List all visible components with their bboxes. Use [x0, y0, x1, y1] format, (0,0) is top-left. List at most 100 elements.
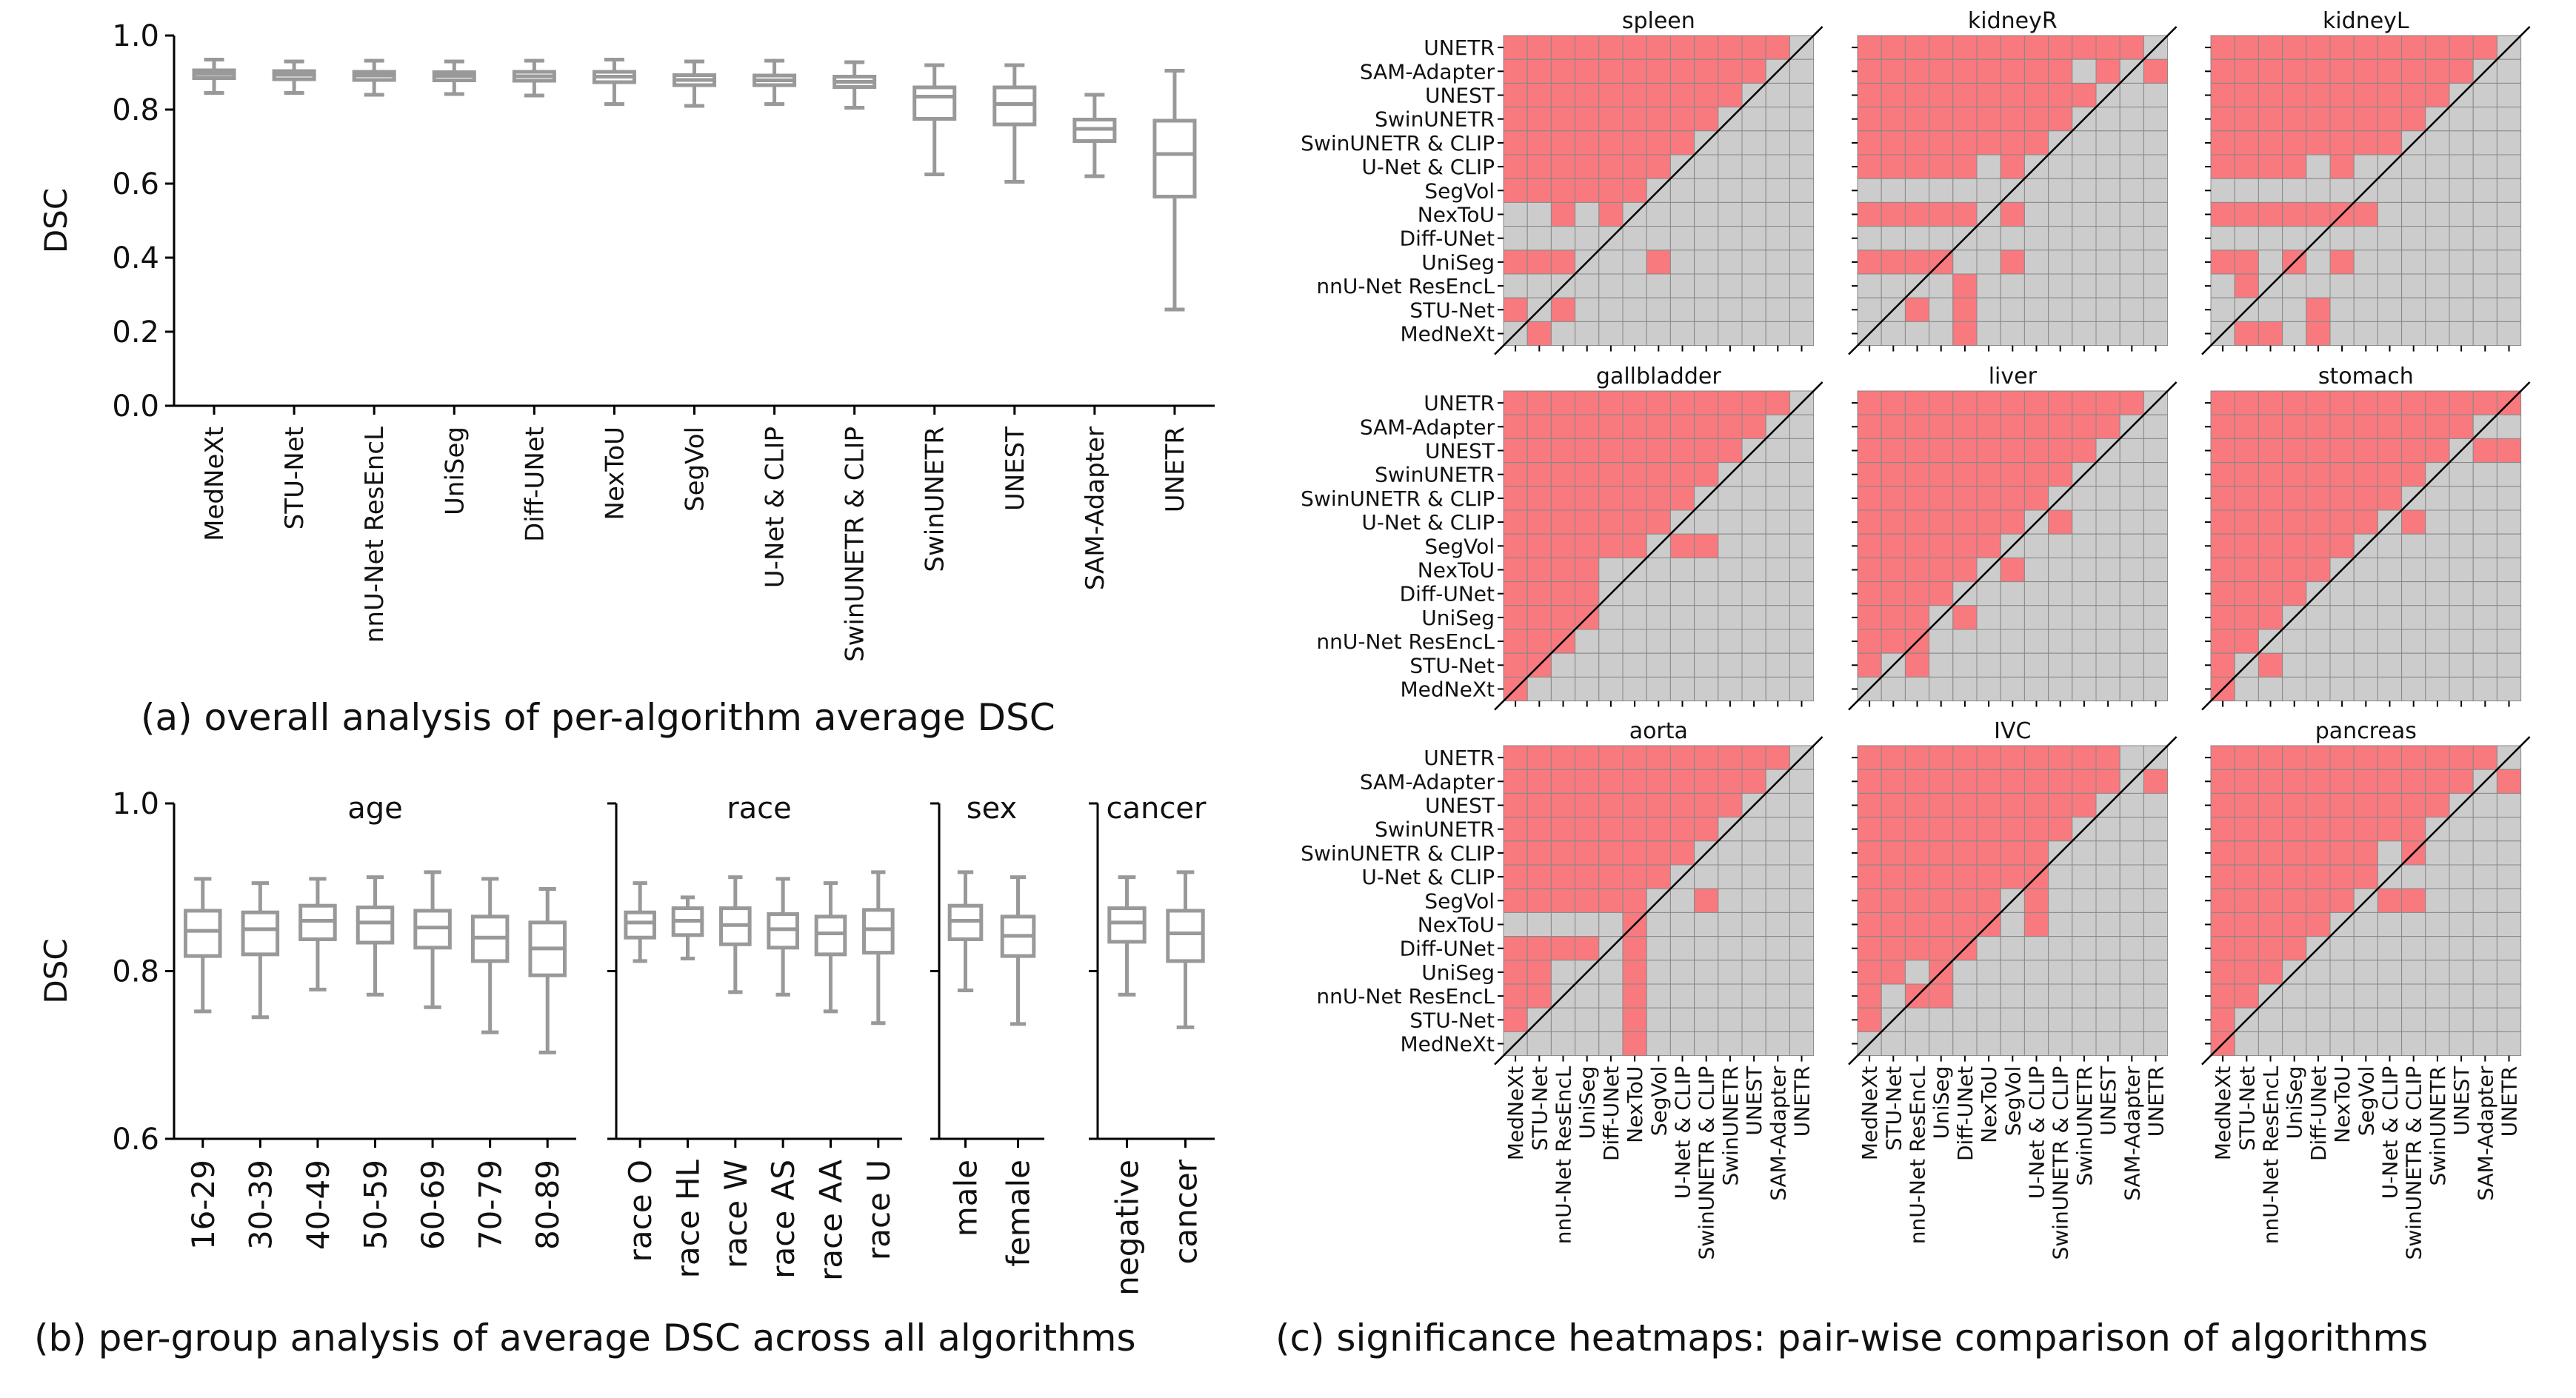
heatmap-cell: [2496, 936, 2522, 961]
heatmap-cell: [1694, 983, 1719, 1009]
heatmap-cell: [1669, 533, 1695, 558]
heatmap-liver: liver: [1848, 364, 2178, 711]
heatmap-cell: [1575, 462, 1600, 487]
heatmap-cell: [2023, 629, 2049, 654]
heatmap-cell: [1976, 321, 2001, 347]
row-label: SwinUNETR: [1375, 463, 1495, 487]
heatmap-cell: [1503, 769, 1528, 794]
heatmap-cell: [1550, 745, 1576, 770]
heatmap-cell: [1741, 509, 1766, 535]
heatmap-cell: [2048, 321, 2073, 347]
heatmap-cell: [1669, 629, 1695, 654]
heatmap-cell: [2353, 35, 2378, 60]
heatmap-cell: [1669, 581, 1695, 606]
heatmap-cell: [2143, 273, 2169, 298]
heatmap-cell: [2329, 390, 2355, 415]
heatmap-cell: [2401, 745, 2426, 770]
heatmap-cell: [2095, 509, 2120, 535]
heatmap-cell: [1694, 792, 1719, 818]
heatmap-cell: [2472, 652, 2497, 678]
heatmap-cell: [2425, 130, 2450, 155]
heatmap-cell: [2425, 1007, 2450, 1032]
heatmap-cell: [2210, 581, 2235, 606]
heatmap-cell: [1929, 652, 1954, 678]
heatmap-cell: [2095, 936, 2120, 961]
heatmap-cell: [2306, 130, 2331, 155]
group-title: sex: [967, 792, 1017, 826]
heatmap-cell: [1929, 297, 1954, 322]
heatmap-cell: [2023, 82, 2049, 108]
heatmap-cell: [2143, 936, 2169, 961]
heatmap-cell: [1598, 792, 1624, 818]
heatmap-cell: [2048, 273, 2073, 298]
heatmap-cell: [2234, 840, 2259, 866]
heatmap-cell: [2282, 390, 2307, 415]
heatmap-cell: [1598, 888, 1624, 913]
heatmap-cell: [1575, 581, 1600, 606]
heatmap-cell: [1765, 201, 1790, 227]
heatmap-cell: [1622, 652, 1647, 678]
heatmap-cell: [1929, 912, 1954, 937]
heatmap-cell: [2496, 912, 2522, 937]
heatmap-stomach: stomach: [2201, 364, 2531, 711]
heatmap-cell: [1669, 888, 1695, 913]
heatmap-cell: [1952, 864, 1978, 889]
heatmap-cell: [2353, 581, 2378, 606]
heatmap-cell: [1718, 414, 1743, 439]
heatmap-cell: [2377, 745, 2403, 770]
heatmap-cell: [2472, 888, 2497, 913]
col-label: UNEST: [2449, 1066, 2474, 1136]
heatmap-cell: [1694, 652, 1719, 678]
heatmap-cell: [2282, 936, 2307, 961]
diagonal-line: [1494, 26, 1823, 355]
heatmap-cell: [1904, 557, 1930, 583]
heatmap-cell: [2401, 178, 2426, 203]
heatmap-cell: [2329, 960, 2355, 985]
heatmap-cell: [1741, 154, 1766, 179]
heatmap-cell: [1929, 936, 1954, 961]
heatmap-cell: [1550, 58, 1576, 84]
heatmap-cell: [2306, 250, 2331, 275]
heatmap-cell: [1550, 652, 1576, 678]
heatmap-cell: [2449, 414, 2474, 439]
heatmap-cell: [1694, 676, 1719, 702]
heatmap-cell: [1503, 605, 1528, 630]
box-40-49: [298, 877, 337, 991]
heatmap-cell: [2377, 936, 2403, 961]
heatmap-cell: [2072, 745, 2097, 770]
heatmap-cell: [1694, 82, 1719, 108]
heatmap-cell: [2425, 509, 2450, 535]
heatmap-cell: [1952, 629, 1978, 654]
heatmap-cell: [1646, 321, 1671, 347]
heatmap-cell: [1929, 676, 1954, 702]
heatmap-cell: [1789, 864, 1815, 889]
heatmap-cell: [1503, 745, 1528, 770]
heatmap-cell: [2449, 817, 2474, 842]
heatmap-cell: [1550, 888, 1576, 913]
heatmap-cell: [2306, 107, 2331, 132]
heatmap-cell: [1976, 250, 2001, 275]
heatmap-cell: [1952, 438, 1978, 464]
heatmap-cell: [1694, 438, 1719, 464]
heatmap-cell: [1694, 414, 1719, 439]
heatmap-cell: [2449, 58, 2474, 84]
heatmap-cell: [1857, 297, 1882, 322]
heatmap-cell: [2282, 652, 2307, 678]
heatmap-cell: [2119, 226, 2144, 251]
heatmap-cell: [2258, 130, 2283, 155]
heatmap-cell: [2496, 486, 2522, 511]
heatmap-cell: [1646, 58, 1671, 84]
heatmap-cell: [2449, 652, 2474, 678]
heatmap-cell: [2353, 486, 2378, 511]
heatmap-cell: [1646, 840, 1671, 866]
heatmap-cell: [2210, 390, 2235, 415]
heatmap-cell: [1929, 321, 1954, 347]
heatmap-cell: [1789, 297, 1815, 322]
heatmap-cell: [1718, 438, 1743, 464]
heatmap-kidneyL: kidneyL: [2201, 8, 2531, 355]
heatmap-cell: [1669, 178, 1695, 203]
heatmap-cell: [1881, 509, 1906, 535]
heatmap-cell: [1598, 817, 1624, 842]
heatmap-cell: [2143, 912, 2169, 937]
